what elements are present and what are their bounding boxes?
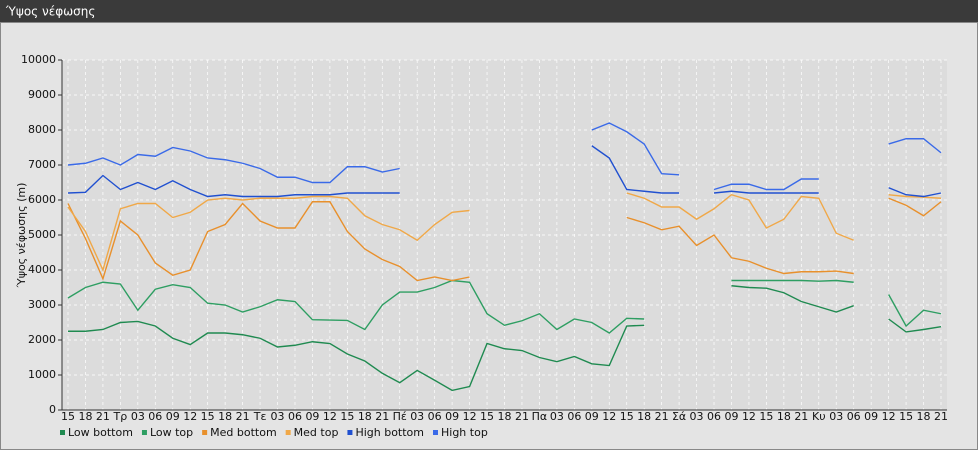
x-tick-label: 18 [777, 410, 791, 423]
x-tick-label: 12 [183, 410, 197, 423]
x-tick-label: 12 [742, 410, 756, 423]
x-tick-label: 18 [498, 410, 512, 423]
x-tick-label: 09 [166, 410, 180, 423]
x-tick-label: 09 [724, 410, 738, 423]
x-tick-label: 15 [201, 410, 215, 423]
series-line [67, 197, 942, 282]
y-tick-label: 7000 [28, 158, 56, 171]
x-tick-label: 12 [882, 410, 896, 423]
x-tick-label: Τρ [113, 410, 128, 423]
x-tick-label: 06 [428, 410, 442, 423]
x-tick-label: 06 [847, 410, 861, 423]
x-tick-label: Τε [253, 410, 267, 423]
x-tick-label: 09 [305, 410, 319, 423]
x-tick-label: 03 [271, 410, 285, 423]
legend-swatch [141, 430, 147, 435]
legend-swatch [60, 430, 65, 435]
legend-swatch [433, 430, 438, 435]
x-tick-label: Πα [532, 410, 548, 423]
x-tick-label: 18 [358, 410, 372, 423]
x-tick-label: 21 [236, 410, 250, 423]
y-tick-label: 4000 [28, 263, 56, 276]
y-tick-label: 3000 [28, 298, 56, 311]
x-tick-label: 15 [620, 410, 634, 423]
x-tick-label: 03 [550, 410, 564, 423]
x-tick-label: 15 [61, 410, 75, 423]
x-tick-label: 21 [655, 410, 669, 423]
x-tick-label: 18 [917, 410, 931, 423]
x-tick-label: 06 [148, 410, 162, 423]
legend-label: Low top [150, 426, 193, 439]
x-tick-label: 03 [410, 410, 424, 423]
x-tick-label: Σά [672, 410, 686, 423]
series-line [67, 145, 942, 198]
series-line [67, 192, 942, 273]
y-tick-label: 9000 [28, 88, 56, 101]
x-tick-label: 15 [480, 410, 494, 423]
x-tick-label: 21 [96, 410, 110, 423]
x-tick-label: 12 [602, 410, 616, 423]
x-tick-label: Πέ [393, 410, 407, 423]
y-tick-label: 10000 [21, 53, 56, 66]
x-tick-label: 15 [340, 410, 354, 423]
x-tick-label: 21 [794, 410, 808, 423]
series-line [67, 279, 942, 334]
legend-swatch [347, 430, 353, 435]
legend-label: Med top [294, 426, 339, 439]
legend-swatch [202, 430, 208, 435]
legend-label: High top [441, 426, 488, 439]
series-line [67, 122, 942, 191]
x-tick-label: 09 [864, 410, 878, 423]
x-tick-label: 18 [637, 410, 651, 423]
x-tick-label: 15 [759, 410, 773, 423]
x-tick-label: 06 [707, 410, 721, 423]
x-tick-label: 03 [131, 410, 145, 423]
x-tick-label: 18 [78, 410, 92, 423]
legend-label: Low bottom [68, 426, 133, 439]
series-line [68, 285, 942, 392]
x-tick-label: 09 [585, 410, 599, 423]
y-tick-label: 0 [49, 403, 56, 416]
x-tick-label: 12 [323, 410, 337, 423]
legend-label: Med bottom [210, 426, 277, 439]
y-axis-label: Ύψος νέφωσης (m) [15, 183, 28, 289]
x-tick-label: 03 [690, 410, 704, 423]
title-bar [0, 0, 978, 22]
y-tick-label: 2000 [28, 333, 56, 346]
legend-label: High bottom [355, 426, 424, 439]
x-tick-label: 15 [899, 410, 913, 423]
x-tick-label: 03 [829, 410, 843, 423]
x-tick-label: 21 [515, 410, 529, 423]
x-tick-label: 06 [567, 410, 581, 423]
y-tick-label: 5000 [28, 228, 56, 241]
x-tick-label: 09 [445, 410, 459, 423]
x-tick-label: 18 [218, 410, 232, 423]
chart-title: Ύψος νέφωσης [5, 5, 95, 19]
x-tick-label: 06 [288, 410, 302, 423]
y-tick-label: 8000 [28, 123, 56, 136]
x-tick-label: Κυ [812, 410, 826, 423]
x-tick-label: 12 [463, 410, 477, 423]
legend-swatch [285, 430, 291, 435]
x-tick-label: 21 [375, 410, 389, 423]
y-tick-label: 6000 [28, 193, 56, 206]
y-tick-label: 1000 [28, 368, 56, 381]
x-tick-label: 21 [934, 410, 948, 423]
